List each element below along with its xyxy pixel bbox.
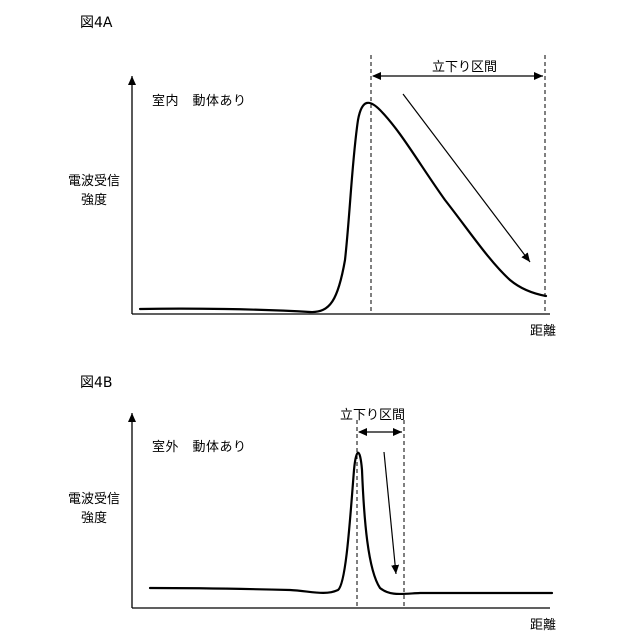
figure-4a-signal-curve bbox=[140, 103, 546, 312]
figure-4a-diagram bbox=[132, 55, 550, 314]
figure-4b-decay-arrow bbox=[384, 452, 396, 574]
figure-4b-signal-curve bbox=[150, 453, 552, 594]
figure-4b-diagram bbox=[132, 413, 552, 608]
figure-4a-decay-arrow bbox=[403, 94, 530, 262]
